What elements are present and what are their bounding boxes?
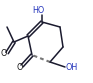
Text: O: O: [17, 63, 23, 72]
Text: HO: HO: [32, 5, 44, 15]
Text: OH: OH: [66, 62, 78, 71]
Text: O: O: [1, 48, 7, 58]
